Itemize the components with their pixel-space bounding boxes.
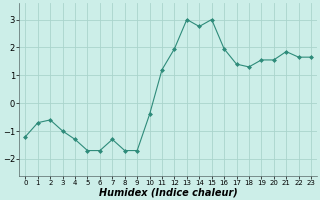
- X-axis label: Humidex (Indice chaleur): Humidex (Indice chaleur): [99, 187, 237, 197]
